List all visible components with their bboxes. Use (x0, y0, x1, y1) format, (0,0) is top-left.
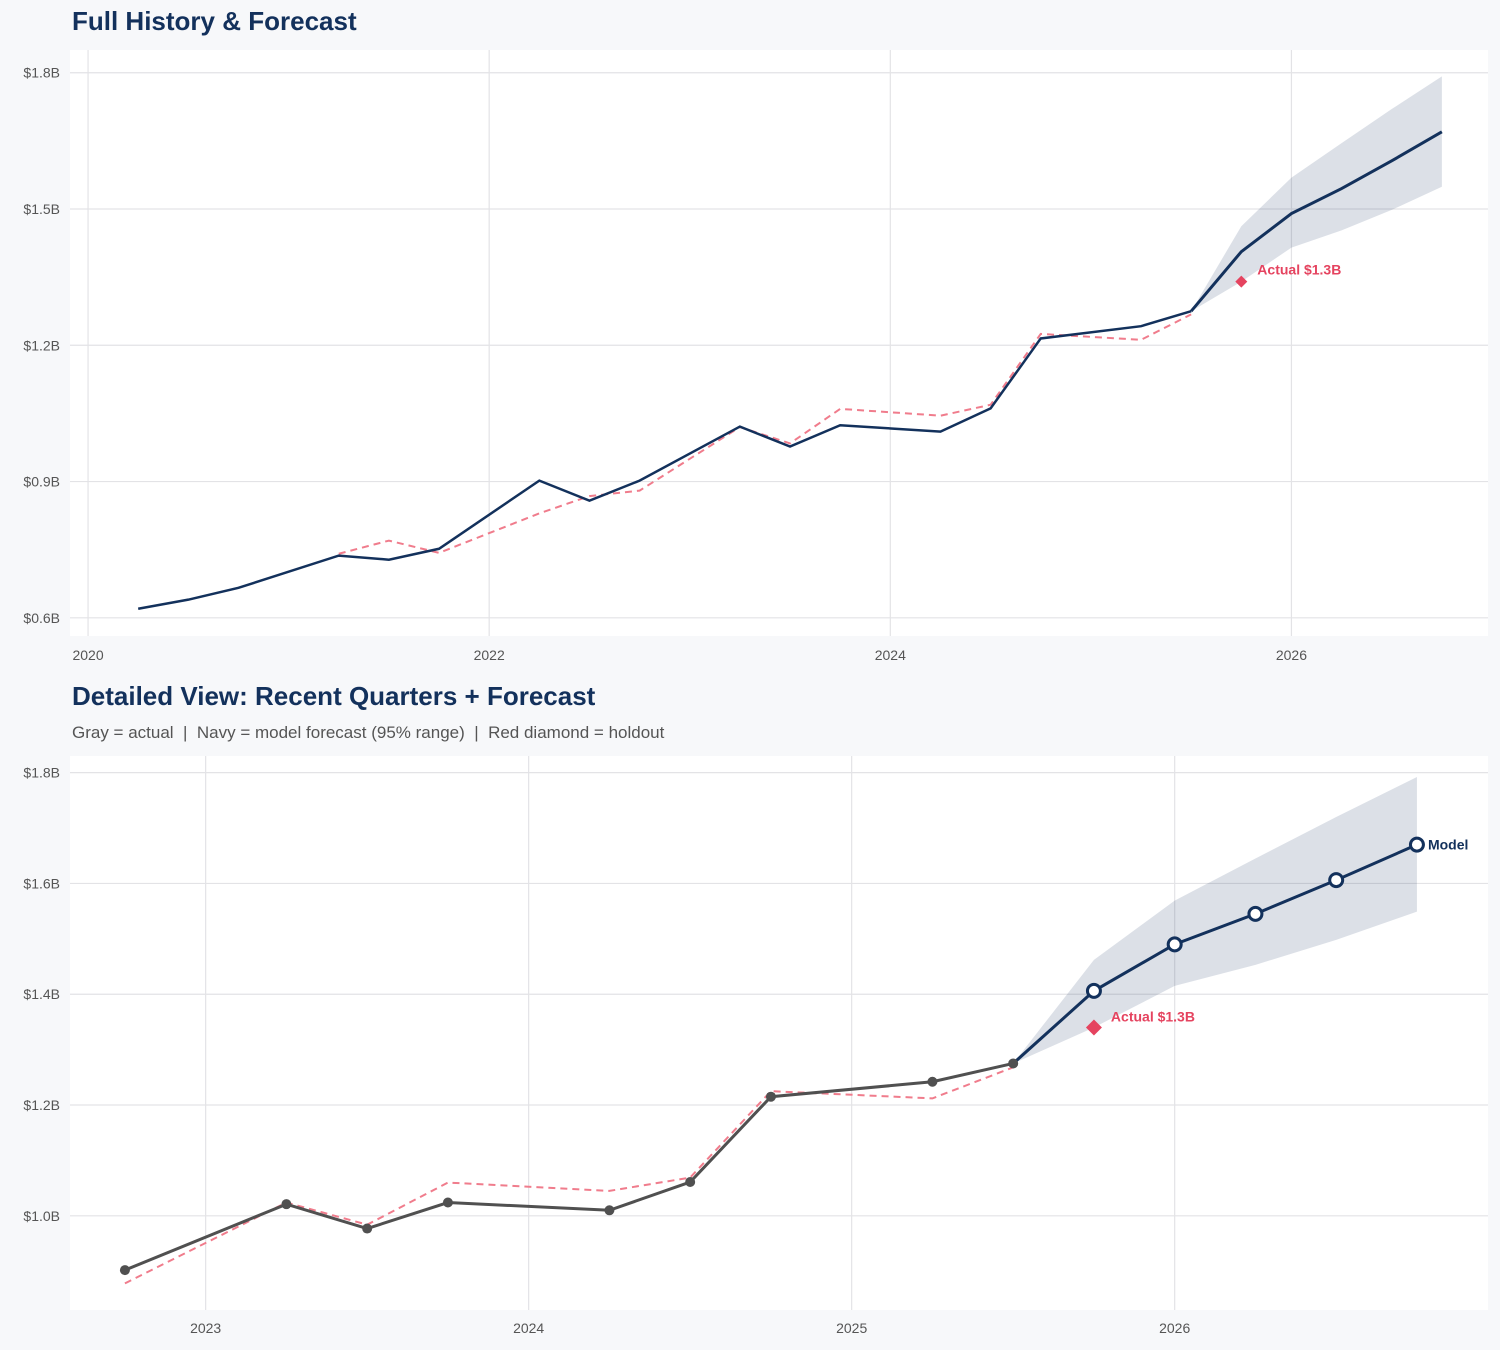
forecast-point (1408, 836, 1425, 853)
forecast-line (1012, 843, 1418, 1065)
holdout-label: Actual $1.3B (1111, 1008, 1195, 1024)
chart-subtitle-bottom: Gray = actual | Navy = model forecast (9… (72, 723, 665, 742)
x-tick-label: 2020 (72, 647, 103, 663)
y-tick-label: $1.4B (23, 986, 60, 1002)
forecast-point (1166, 936, 1183, 953)
y-tick-label: $1.8B (23, 765, 60, 781)
actual-point (604, 1205, 615, 1216)
chart-0: $0.6B $0.9B $1.2B $1.5B $1.8B 2020 2022 2024 202… (23, 50, 1488, 663)
forecast-point (1247, 905, 1264, 922)
actual-point (362, 1223, 373, 1234)
actual-point (765, 1091, 776, 1102)
holdout-label: Actual $1.3B (1257, 262, 1341, 278)
holdout-diamond (1085, 1019, 1102, 1036)
y-tick-label: $1.0B (23, 1208, 60, 1224)
y-tick-label: $1.6B (23, 875, 60, 891)
y-tick-label: $1.8B (23, 65, 60, 81)
y-tick-label: $0.6B (23, 610, 60, 626)
x-tick-label: 2026 (1276, 647, 1307, 663)
fitted-line (338, 313, 1192, 555)
y-tick-label: $1.5B (23, 201, 60, 217)
actual-point (927, 1076, 938, 1087)
actual-point (685, 1177, 696, 1188)
x-tick-label: 2022 (474, 647, 505, 663)
series-label-model: Model (1428, 837, 1468, 853)
y-tick-label: $1.2B (23, 1097, 60, 1113)
forecast-point (1085, 982, 1102, 999)
x-tick-label: 2026 (1159, 1320, 1190, 1336)
plot-area (70, 50, 1488, 636)
y-tick-label: $0.9B (23, 474, 60, 490)
chart-title-top: Full History & Forecast (72, 6, 357, 36)
x-tick-label: 2024 (875, 647, 906, 663)
y-tick-label: $1.2B (23, 337, 60, 353)
holdout-diamond (1235, 275, 1248, 288)
actual-point (442, 1197, 453, 1208)
forecast-band (1191, 76, 1442, 312)
actual-point (119, 1265, 130, 1276)
fitted-line (124, 1066, 1014, 1285)
actual-point (1008, 1058, 1019, 1069)
chart-title-bottom: Detailed View: Recent Quarters + Forecas… (72, 681, 596, 711)
x-tick-label: 2023 (190, 1320, 221, 1336)
actual-point (281, 1199, 292, 1210)
forecast-band (1013, 777, 1417, 1064)
plot-area (70, 756, 1488, 1310)
forecast-line (1190, 130, 1443, 313)
forecast-point (1328, 872, 1345, 889)
chart-1: $1.0B $1.2B $1.4B $1.6B $1.8B 2023 2024 2025 202… (23, 756, 1488, 1336)
x-tick-label: 2025 (836, 1320, 867, 1336)
actual-line (137, 310, 1192, 610)
x-tick-label: 2024 (513, 1320, 544, 1336)
